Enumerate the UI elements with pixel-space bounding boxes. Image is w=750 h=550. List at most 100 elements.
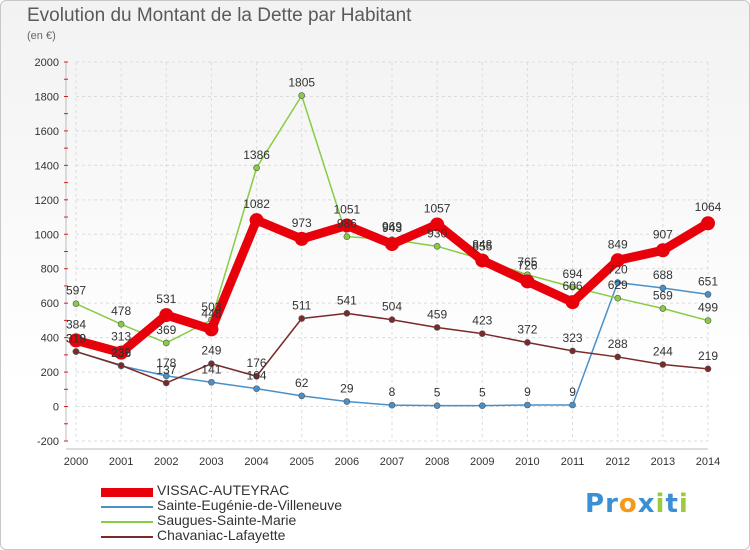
data-label: 319: [66, 332, 86, 346]
data-label: 448: [201, 306, 221, 320]
data-point: [385, 237, 399, 252]
data-label: 1064: [695, 200, 722, 214]
data-label: 1082: [243, 197, 270, 211]
x-tick-label: 2012: [605, 456, 629, 468]
data-point: [569, 283, 576, 291]
x-tick-label: 2002: [154, 456, 178, 468]
data-label: 848: [472, 237, 492, 251]
legend-swatch: [101, 487, 153, 497]
data-label: 765: [517, 255, 537, 269]
y-tick-label: 1400: [35, 160, 59, 172]
y-tick-label: 1200: [35, 195, 59, 207]
x-tick-label: 2000: [64, 456, 88, 468]
data-label: 651: [698, 274, 718, 288]
unit-label: (en €): [27, 30, 56, 42]
data-label: 694: [563, 267, 583, 281]
data-label: 62: [295, 376, 309, 390]
y-tick-label: 800: [41, 264, 59, 276]
y-tick-label: -200: [37, 436, 59, 448]
data-point: [569, 401, 576, 409]
data-point: [343, 398, 351, 405]
data-point: [520, 274, 535, 289]
data-label: 219: [698, 349, 718, 363]
logo-letter: o: [618, 489, 638, 519]
y-tick-label: 1600: [35, 126, 59, 138]
data-label: 511: [292, 299, 311, 313]
data-label: 5: [479, 386, 486, 400]
x-tick-label: 2010: [515, 456, 539, 468]
data-point: [569, 347, 576, 355]
data-point: [614, 294, 622, 302]
logo-letter: P: [585, 489, 606, 519]
data-label: 9: [524, 385, 531, 399]
logo-letter: r: [605, 489, 619, 519]
data-label: 239: [111, 345, 131, 359]
data-label: 288: [608, 337, 628, 351]
data-label: 178: [156, 356, 176, 370]
data-label: 323: [563, 331, 583, 345]
data-label: 236: [111, 346, 131, 360]
data-label: 104: [247, 369, 267, 383]
data-label: 629: [608, 278, 628, 292]
data-label: 1051: [334, 202, 361, 216]
y-tick-label: 2000: [35, 57, 59, 69]
data-label: 569: [653, 289, 673, 303]
data-point: [117, 362, 125, 369]
x-tick-label: 2009: [470, 456, 494, 468]
data-point: [433, 402, 441, 409]
legend-swatch: [101, 521, 153, 523]
data-label: 313: [111, 330, 131, 344]
data-label: 597: [66, 284, 86, 298]
x-tick-label: 2014: [696, 456, 720, 468]
data-point: [69, 333, 83, 348]
data-label: 8: [389, 385, 396, 399]
x-tick-label: 2013: [651, 456, 675, 468]
data-point: [298, 92, 306, 99]
data-point: [433, 243, 441, 250]
data-label: 1386: [243, 148, 270, 162]
data-point: [659, 305, 667, 312]
data-point: [704, 291, 712, 298]
data-label: 9: [569, 385, 576, 399]
data-label: 969: [382, 220, 402, 234]
data-label: 319: [66, 332, 86, 346]
x-tick-label: 2003: [199, 456, 223, 468]
data-label: 29: [340, 382, 354, 396]
data-label: 137: [156, 363, 176, 377]
data-point: [159, 308, 174, 323]
legend-swatch: [101, 536, 153, 538]
logo-letter: x: [637, 489, 656, 519]
legend-label: Chavaniac-Lafayette: [157, 527, 286, 543]
data-point: [524, 401, 531, 409]
data-point: [659, 284, 667, 292]
data-label: 930: [427, 226, 447, 240]
y-tick-label: 600: [41, 298, 59, 310]
data-point: [208, 360, 215, 367]
data-label: 141: [201, 362, 221, 376]
data-point: [388, 401, 396, 409]
x-tick-label: 2007: [380, 456, 404, 468]
y-tick-label: 400: [41, 333, 59, 345]
legend-swatch: [101, 506, 153, 508]
data-point: [659, 361, 667, 368]
x-tick-label: 2001: [109, 456, 133, 468]
data-point: [704, 365, 712, 373]
data-point: [253, 164, 260, 172]
axes: -200 0 200 400 600 800 1000 1200 1400 1600 1800 200…: [35, 57, 721, 468]
data-point: [253, 372, 260, 380]
data-label: 459: [427, 307, 447, 321]
data-label: 973: [292, 216, 312, 230]
chart-title: Evolution du Montant de la Dette par Hab…: [27, 5, 412, 26]
data-point: [72, 348, 80, 355]
data-point: [614, 279, 622, 286]
data-label: 720: [608, 263, 628, 277]
legend-label: Sainte-Eugénie-de-Villeneuve: [157, 497, 342, 513]
data-label: 244: [653, 345, 673, 359]
data-point: [114, 345, 129, 360]
data-point: [478, 330, 486, 337]
data-point: [339, 218, 354, 233]
data-label: 606: [563, 279, 583, 293]
y-tick-label: 0: [53, 402, 59, 414]
data-label: 478: [111, 304, 131, 318]
